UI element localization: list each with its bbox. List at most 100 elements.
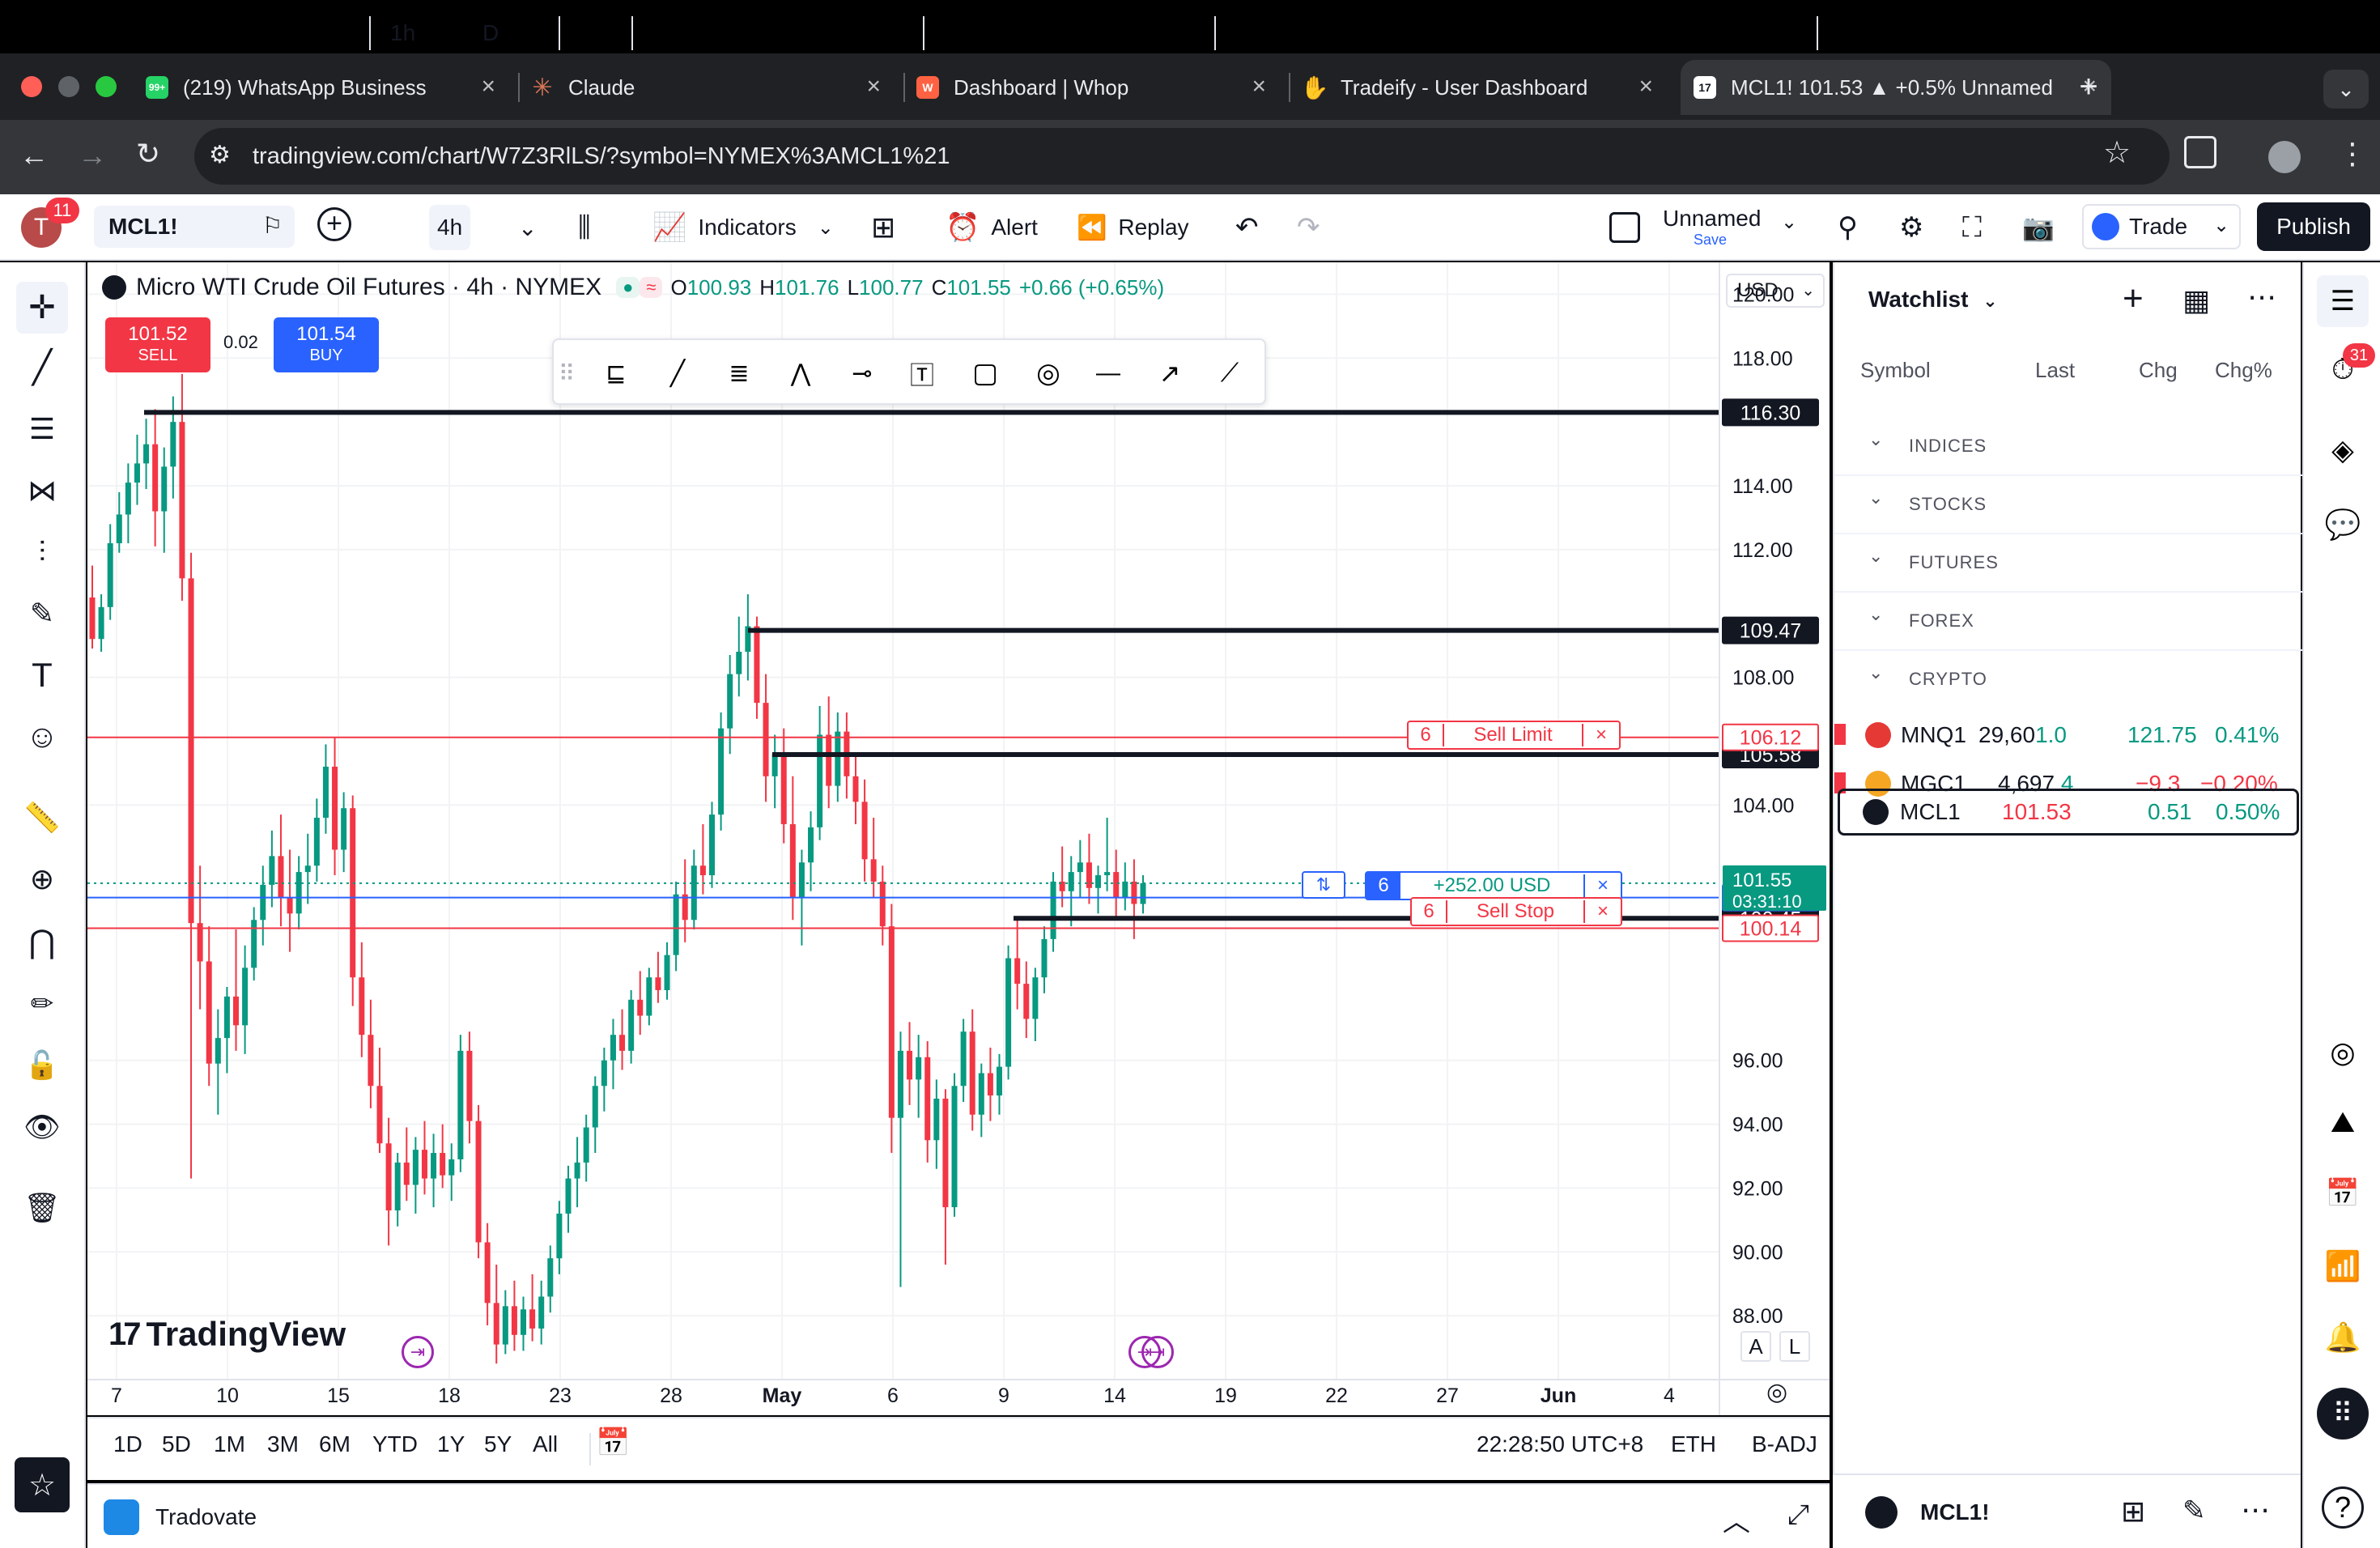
trash-icon[interactable]: 🗑	[23, 1191, 61, 1224]
range-3m[interactable]: 3M	[267, 1431, 299, 1457]
interval-dropdown-icon[interactable]: ⌄	[518, 215, 538, 240]
position-label[interactable]: 6 +252.00 USD ×	[1365, 871, 1622, 900]
watchlist-row-mgc1[interactable]: MGC1 4,697.4 −9.3 −0.20%	[1834, 759, 2302, 806]
flag-marker-icon[interactable]	[1834, 724, 1846, 745]
symbol-flag-icon[interactable]: ⚐	[262, 213, 283, 238]
extensions-icon[interactable]	[2184, 136, 2216, 168]
compare-add-icon[interactable]: +	[317, 207, 351, 241]
grid-view-icon[interactable]: ⊞	[2121, 1495, 2146, 1528]
ruler-icon[interactable]: 📏	[23, 801, 61, 834]
path-tool-icon[interactable]: ⋀	[790, 359, 811, 387]
more-options-icon[interactable]: ⋯	[2241, 1493, 2270, 1526]
target-icon[interactable]: ◎	[2330, 1036, 2356, 1069]
tab-tradingview[interactable]: 17 MCL1! 101.53 ▲ +0.5% Unnamed ×	[1681, 60, 2111, 115]
position-reverse-button[interactable]: ⇅	[1302, 871, 1345, 899]
text-icon[interactable]: T	[32, 656, 53, 694]
drag-handle-icon[interactable]: ⠿	[558, 360, 576, 386]
range-1y[interactable]: 1Y	[437, 1431, 465, 1457]
site-settings-icon[interactable]: ⚙	[209, 142, 231, 168]
edit-icon[interactable]: ✎	[2182, 1495, 2206, 1526]
adjustment-toggle[interactable]: B-ADJ	[1752, 1431, 1817, 1457]
layout-name[interactable]: Unnamed	[1663, 206, 1762, 231]
session-toggle[interactable]: ETH	[1671, 1431, 1716, 1457]
undo-icon[interactable]: ↶	[1235, 212, 1259, 243]
browser-menu-icon[interactable]: ⋮	[2338, 137, 2367, 170]
quick-search-icon[interactable]: ⚲	[1838, 212, 1858, 243]
forward-button[interactable]: →	[78, 138, 107, 172]
watchlist-title[interactable]: Watchlist ⌄	[1868, 287, 1998, 313]
close-tab-icon[interactable]: ×	[2082, 73, 2097, 100]
range-6m[interactable]: 6M	[319, 1431, 351, 1457]
clock-time[interactable]: 22:28:50 UTC+8	[1477, 1431, 1644, 1457]
ray-icon[interactable]: ⟋	[1220, 358, 1239, 387]
address-bar[interactable]: ⚙ tradingview.com/chart/W7Z3RlLS/?symbol…	[194, 128, 2170, 185]
tab-whop[interactable]: W Dashboard | Whop ×	[916, 60, 1281, 115]
layouts-grid-icon[interactable]: ⊞	[871, 211, 896, 244]
range-ytd[interactable]: YTD	[372, 1431, 418, 1457]
maximize-panel-icon[interactable]: ⤢	[1787, 1499, 1810, 1530]
column-last[interactable]: Last	[2035, 358, 2076, 382]
camera-snapshot-icon[interactable]: 📷	[2022, 213, 2055, 242]
watchlist-row-mnq1[interactable]: MNQ1 29,601.0 121.75 0.41%	[1834, 711, 2302, 758]
brush-icon[interactable]: ✎	[29, 597, 55, 630]
section-crypto[interactable]: ⌄ CRYPTO	[1834, 653, 2302, 709]
interval-4h[interactable]: 4h	[429, 205, 471, 250]
help-icon[interactable]: ?	[2322, 1486, 2364, 1529]
magnet-icon[interactable]: ⋂	[28, 925, 56, 960]
layout-dropdown-icon[interactable]: ⌄	[1781, 211, 1798, 233]
range-5d[interactable]: 5D	[162, 1431, 191, 1457]
broker-name[interactable]: Tradovate	[155, 1504, 257, 1529]
section-stocks[interactable]: ⌄ STOCKS	[1834, 478, 2302, 534]
goto-realtime-icon[interactable]: ◎	[1766, 1379, 1788, 1406]
currency-selector[interactable]: USD ⌄	[1726, 274, 1825, 308]
close-position-icon[interactable]: ×	[1596, 874, 1609, 896]
minimize-window-button[interactable]	[58, 76, 79, 97]
section-indices[interactable]: ⌄ INDICES	[1834, 419, 2302, 476]
indicators-button[interactable]: 📈 Indicators ⌄	[652, 194, 834, 261]
favorites-star-icon[interactable]: ☆	[15, 1457, 70, 1512]
lock-icon[interactable]: 🔓	[24, 1050, 60, 1081]
chat-icon[interactable]: 💬	[2324, 508, 2361, 541]
zoom-in-icon[interactable]: ⊕	[29, 862, 55, 895]
column-chgp[interactable]: Chg%	[2215, 358, 2272, 382]
cancel-order-icon[interactable]: ×	[1595, 724, 1607, 746]
emoji-icon[interactable]: ☺	[25, 718, 59, 755]
log-scale-button[interactable]: L	[1779, 1331, 1810, 1362]
interval-d[interactable]: D	[482, 20, 499, 45]
replay-button[interactable]: ⏪ Replay	[1077, 194, 1189, 261]
bookmark-star-icon[interactable]: ☆	[2103, 136, 2131, 170]
profile-avatar[interactable]	[2268, 141, 2301, 173]
section-futures[interactable]: ⌄ FUTURES	[1834, 536, 2302, 593]
notifications-bell-icon[interactable]: 🔔	[2324, 1320, 2361, 1354]
details-symbol[interactable]: MCL1!	[1920, 1499, 1990, 1525]
sell-button[interactable]: 101.52 SELL	[105, 317, 210, 372]
interval-1h[interactable]: 1h	[390, 20, 416, 45]
circle-tool-icon[interactable]: ◎	[1036, 358, 1060, 389]
sell-stop-order[interactable]: 6 Sell Stop ×	[1410, 897, 1622, 926]
line-tool-icon[interactable]: ╱	[669, 359, 686, 387]
flag-marker-icon[interactable]	[1834, 772, 1846, 793]
collapse-panel-icon[interactable]: ︿	[1723, 1507, 1750, 1537]
tab-claude[interactable]: ✳ Claude ×	[531, 60, 895, 115]
auto-scale-button[interactable]: A	[1740, 1331, 1771, 1362]
eye-icon[interactable]: 👁	[23, 1110, 61, 1143]
settings-gear-icon[interactable]: ⚙	[1899, 212, 1924, 243]
alert-button[interactable]: ⏰ Alert	[946, 194, 1038, 261]
long-position-icon[interactable]: ⊑	[606, 359, 627, 387]
watchlist-icon[interactable]: ☰	[2317, 275, 2369, 327]
fullscreen-icon[interactable]: ⛶	[1962, 211, 1982, 243]
add-symbol-icon[interactable]: +	[2123, 279, 2144, 318]
event-marker[interactable]: ⇥	[402, 1336, 434, 1368]
range-1m[interactable]: 1M	[214, 1431, 245, 1457]
goto-date-icon[interactable]: 📅	[596, 1427, 631, 1458]
range-5y[interactable]: 5Y	[484, 1431, 512, 1457]
buy-button[interactable]: 101.54 BUY	[274, 317, 379, 372]
tab-search-button[interactable]: ⌄	[2323, 70, 2369, 108]
price-range-icon[interactable]: ≣	[729, 359, 750, 387]
fib-retracement-icon[interactable]: ☰	[28, 412, 56, 445]
column-chg[interactable]: Chg	[2139, 358, 2178, 382]
tab-tradeify[interactable]: ✋ Tradeify - User Dashboard ×	[1301, 60, 1668, 115]
candles-chart-type-icon[interactable]: ⫼	[578, 211, 591, 243]
section-forex[interactable]: ⌄ FOREX	[1834, 594, 2302, 651]
trade-button[interactable]: Trade ⌄	[2082, 204, 2241, 249]
